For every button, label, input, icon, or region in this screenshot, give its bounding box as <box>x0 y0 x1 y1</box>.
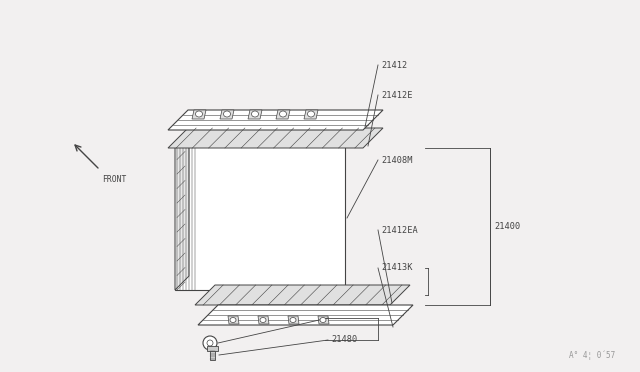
Polygon shape <box>288 316 299 324</box>
Polygon shape <box>304 110 318 119</box>
Circle shape <box>207 340 213 346</box>
Text: 21480: 21480 <box>331 336 357 344</box>
Ellipse shape <box>290 317 296 323</box>
Text: 21412E: 21412E <box>381 90 413 99</box>
Polygon shape <box>168 110 383 130</box>
Text: 21480G: 21480G <box>331 314 362 323</box>
Polygon shape <box>175 145 345 290</box>
Text: 21412: 21412 <box>381 61 407 70</box>
Polygon shape <box>258 316 269 324</box>
Bar <box>207 346 218 351</box>
Ellipse shape <box>230 317 236 323</box>
Ellipse shape <box>195 111 202 117</box>
Polygon shape <box>228 316 239 324</box>
Ellipse shape <box>280 111 287 117</box>
Text: 21400: 21400 <box>494 221 520 231</box>
Polygon shape <box>276 110 290 119</box>
Bar <box>210 350 215 360</box>
Ellipse shape <box>260 317 266 323</box>
Circle shape <box>203 336 217 350</box>
Polygon shape <box>248 110 262 119</box>
Polygon shape <box>192 110 206 119</box>
Polygon shape <box>168 128 383 148</box>
Polygon shape <box>198 305 413 325</box>
Text: 21412EA: 21412EA <box>381 225 418 234</box>
Polygon shape <box>195 285 410 305</box>
Text: 21413K: 21413K <box>381 263 413 273</box>
Text: 21408M: 21408M <box>381 155 413 164</box>
Ellipse shape <box>307 111 314 117</box>
Polygon shape <box>220 110 234 119</box>
Text: A° 4¦ 0´57: A° 4¦ 0´57 <box>569 350 615 360</box>
Polygon shape <box>175 131 189 290</box>
Polygon shape <box>318 316 329 324</box>
Ellipse shape <box>223 111 230 117</box>
Ellipse shape <box>252 111 259 117</box>
Ellipse shape <box>320 317 326 323</box>
Text: FRONT: FRONT <box>102 175 126 184</box>
